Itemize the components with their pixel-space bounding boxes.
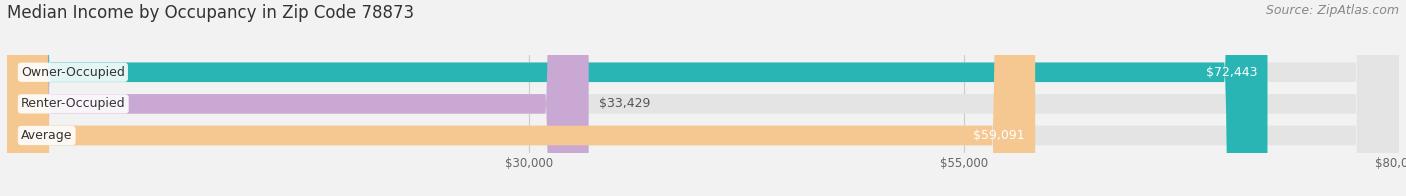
Text: $72,443: $72,443	[1205, 66, 1257, 79]
FancyBboxPatch shape	[7, 0, 1399, 196]
Text: Owner-Occupied: Owner-Occupied	[21, 66, 125, 79]
Text: Renter-Occupied: Renter-Occupied	[21, 97, 125, 110]
Text: Source: ZipAtlas.com: Source: ZipAtlas.com	[1265, 4, 1399, 17]
FancyBboxPatch shape	[7, 0, 1399, 196]
FancyBboxPatch shape	[7, 0, 1267, 196]
Text: Median Income by Occupancy in Zip Code 78873: Median Income by Occupancy in Zip Code 7…	[7, 4, 415, 22]
FancyBboxPatch shape	[7, 0, 1399, 196]
Text: Average: Average	[21, 129, 73, 142]
Text: $59,091: $59,091	[973, 129, 1025, 142]
FancyBboxPatch shape	[7, 0, 1035, 196]
Text: $33,429: $33,429	[599, 97, 651, 110]
FancyBboxPatch shape	[7, 0, 589, 196]
